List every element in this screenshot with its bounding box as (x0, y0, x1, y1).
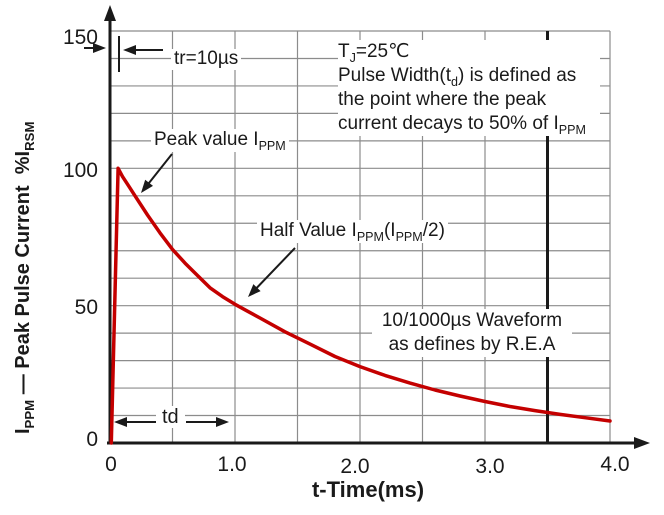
annotation-tj-line: TJ=25℃ (338, 41, 410, 65)
annotation-conditions-note: TJ=25℃ Pulse Width(td) is defined as the… (338, 40, 600, 136)
x-tick-label-4: 4.0 (600, 453, 630, 476)
annotation-waveform-line1: 10/1000µs Waveform (381, 310, 563, 331)
x-tick-label-1: 1.0 (217, 453, 247, 476)
annotation-rise-time: tr=10µs (171, 48, 242, 70)
annotation-waveform-standard: 10/1000µs Waveform as defines by R.E.A (372, 309, 572, 357)
annotation-peak-value: Peak value IPPM (151, 129, 289, 152)
annotation-pulse-width-line3: current decays to 50% of IPPM (338, 113, 586, 137)
arrow-150-to-axis (93, 43, 106, 53)
annotation-waveform-line2: as defines by R.E.A (388, 334, 556, 355)
annotation-half-value: Half Value IPPM(IPPM/2) (257, 220, 448, 243)
y-tick-label-100: 100 (62, 159, 98, 182)
annotation-pulse-width-line2: the point where the peak (338, 89, 547, 110)
arrow-td-left (114, 417, 127, 427)
x-tick-label-3: 3.0 (475, 455, 505, 478)
x-tick-label-0: 0 (105, 453, 117, 476)
annotation-pulse-width-line1: Pulse Width(td) is defined as (338, 65, 577, 89)
x-axis-title: t-Time(ms) (311, 477, 425, 502)
y-tick-label-50: 50 (74, 296, 98, 319)
y-tick-label-150: 150 (62, 26, 98, 49)
10/1000us-pulse-waveform (109, 166, 612, 445)
annotation-pulse-duration-td: td (156, 406, 185, 428)
x-tick-label-2: 2.0 (340, 455, 370, 478)
arrow-tr (123, 45, 136, 55)
y-axis-title: IPPM — Peak Pulse Current %IRSM (12, 121, 37, 434)
arrow-td-right (216, 417, 229, 427)
y-tick-label-0: 0 (86, 428, 98, 451)
arrow-half (248, 284, 261, 297)
arrow-peak (141, 179, 154, 193)
